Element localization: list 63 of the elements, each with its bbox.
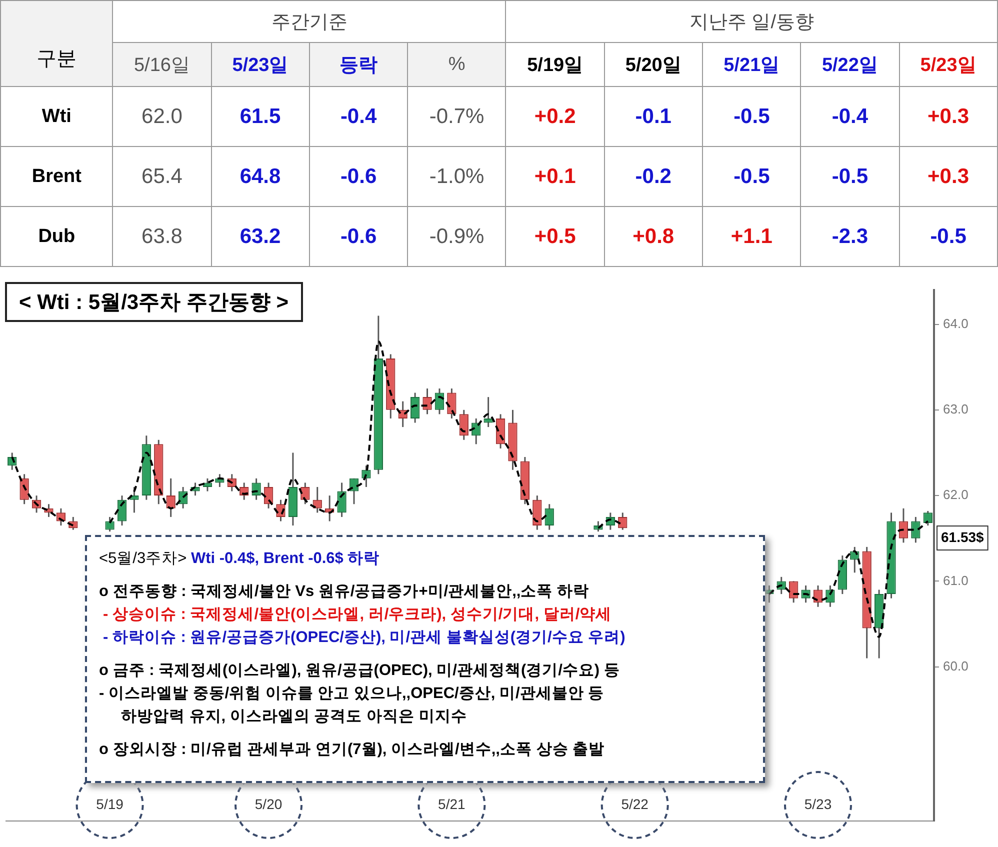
x-tick-label: 5/23일 <box>211 42 310 86</box>
data-label: 61.5 <box>211 86 310 146</box>
annotation: o 금주 : 국제정세(이스라엘), 원유/공급(OPEC), 미/관세정책(경기/수요) 등 <box>99 661 621 681</box>
annotation: - 상승이슈 : 국제정세/불안(이스라엘, 러/우크라), 성수기/기대, 달러/약세 <box>102 605 613 625</box>
data-label: -0.1 <box>604 86 703 146</box>
x-tick-label: 5/23일 <box>899 42 998 86</box>
annotation: o 장외시장 : 미/유럽 관세부과 연기(7월), 이스라엘/변수,,소폭 상승 출발 <box>99 740 606 760</box>
data-label: 63.8 <box>112 206 212 266</box>
annotation: <5월/3주차> <box>99 550 187 567</box>
data-label: +0.5 <box>506 206 604 266</box>
data-label: +1.1 <box>702 206 801 266</box>
data-label: +0.8 <box>604 206 703 266</box>
x-tick-label: 5/22일 <box>800 42 900 86</box>
y-tick-label: 61.0 <box>943 572 968 588</box>
data-label: 63.2 <box>211 206 310 266</box>
annotation: - 하락이슈 : 원유/공급증가(OPEC/증산), 미/관세 불확실성(경기/수요 우려) <box>102 628 626 648</box>
data-label: +0.2 <box>506 86 604 146</box>
annotation: Wti -0.4$, Brent -0.6$ 하락 <box>190 550 380 567</box>
data-label: -0.9% <box>408 206 506 266</box>
data-label: +0.3 <box>899 86 998 146</box>
x-tick-label: 5/16일 <box>112 42 212 86</box>
data-label: 62.0 <box>112 86 212 146</box>
y-axis-title: 구분 <box>0 0 113 86</box>
data-label: -0.5 <box>800 146 900 206</box>
text: 61.53$ <box>941 528 984 545</box>
data-label: 64.8 <box>211 146 310 206</box>
y-tick-label: 63.0 <box>943 401 968 416</box>
annotation: 5/19 <box>96 796 124 812</box>
y-tick-label: Dub <box>0 206 113 266</box>
y-tick-label: Brent <box>0 146 113 206</box>
data-label: -1.0% <box>408 146 506 206</box>
x-tick-label: 5/21일 <box>702 42 801 86</box>
annotation: o 전주동향 : 국제정세/불안 Vs 원유/공급증가+미/관세불안,,소폭 하락 <box>99 582 590 602</box>
data-label: -0.7% <box>408 86 506 146</box>
chart-title: < Wti : 5월/3주차 주간동향 > <box>5 282 303 322</box>
data-label: -0.6 <box>309 146 408 206</box>
text: 지난주 일/동향 <box>506 0 998 42</box>
data-label: -0.4 <box>309 86 408 146</box>
data-label: -0.5 <box>702 86 801 146</box>
data-label: -2.3 <box>800 206 900 266</box>
data-label: +0.1 <box>506 146 604 206</box>
annotation: - 이스라엘발 중동/위험 이슈를 안고 있으나,,OPEC/증산, 미/관세불안 등 <box>99 684 606 704</box>
annotation: 하방압력 유지, 이스라엘의 공격도 아직은 미지수 <box>120 707 468 727</box>
data-label: -0.6 <box>309 206 408 266</box>
data-label: 65.4 <box>112 146 212 206</box>
annotation: 5/23 <box>804 796 832 812</box>
y-tick-label: 62.0 <box>943 487 968 502</box>
annotation: 5/21 <box>438 796 466 812</box>
data-label: -0.4 <box>800 86 900 146</box>
annotation: 5/20 <box>254 796 282 812</box>
x-tick-label: 5/20일 <box>604 42 703 86</box>
text: 주간기준 <box>112 0 506 42</box>
data-label: -0.2 <box>604 146 703 206</box>
y-tick-label: 64.0 <box>943 316 968 331</box>
data-label: +0.3 <box>899 146 998 206</box>
y-tick-label: 60.0 <box>943 658 968 674</box>
x-tick-label: 5/19일 <box>506 42 604 86</box>
x-tick-label: 등락 <box>309 42 408 86</box>
x-tick-label: % <box>408 42 506 86</box>
annotation: 5/22 <box>621 796 649 812</box>
data-label: -0.5 <box>899 206 998 266</box>
data-label: -0.5 <box>702 146 801 206</box>
y-tick-label: Wti <box>0 86 113 146</box>
